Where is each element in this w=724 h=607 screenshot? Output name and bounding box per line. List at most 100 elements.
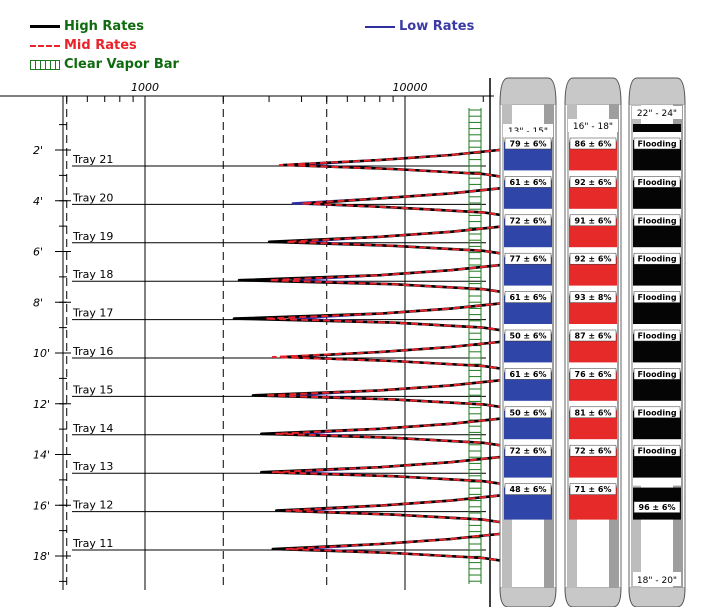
scan-value-box-2 bbox=[633, 214, 681, 227]
scan-gap-1 bbox=[504, 170, 552, 179]
tray-label-9: Tray 12 bbox=[72, 499, 113, 512]
scan-value-box-3 bbox=[569, 252, 617, 265]
y-tick-label-1: 4' bbox=[33, 195, 43, 208]
scan-value-1: 61 ± 6% bbox=[510, 178, 547, 187]
scan-value-3: Flooding bbox=[637, 255, 676, 264]
scan-value-box-9 bbox=[569, 483, 617, 495]
scan-value-box-1 bbox=[504, 176, 552, 188]
scan-value-box-3 bbox=[504, 252, 552, 265]
scan-value-7: 81 ± 6% bbox=[575, 408, 612, 417]
scan-value-2: 72 ± 6% bbox=[510, 216, 547, 225]
legend-low-swatch bbox=[365, 25, 395, 28]
tray-label-1: Tray 20 bbox=[72, 191, 113, 204]
scan-value-5: 87 ± 6% bbox=[575, 332, 612, 341]
scan-gap-3 bbox=[569, 247, 617, 256]
legend-mid: Mid Rates bbox=[30, 38, 137, 54]
legend-mid-swatch bbox=[30, 44, 60, 47]
scan-column-1: 16" - 18" 86 ± 6% 92 ± 6% 91 ± 6% 92 ± 6% 93 … bbox=[564, 77, 622, 607]
scan-value-0: Flooding bbox=[637, 140, 676, 149]
scan-column-cap-top bbox=[628, 77, 686, 105]
tray-label-8: Tray 13 bbox=[72, 460, 113, 473]
scan-value-0: 86 ± 6% bbox=[575, 140, 612, 149]
scan-value-0: 79 ± 6% bbox=[510, 140, 547, 149]
tray-label-10: Tray 11 bbox=[72, 537, 113, 550]
scan-value-4: Flooding bbox=[637, 293, 676, 302]
legend-clear: Clear Vapor Bar bbox=[30, 57, 179, 73]
scan-value-box-7 bbox=[633, 406, 681, 419]
scan-value-6: Flooding bbox=[637, 370, 676, 379]
scan-value-8: Flooding bbox=[637, 447, 676, 456]
scan-value-box-4 bbox=[633, 291, 681, 303]
scan-gap-8 bbox=[633, 439, 681, 448]
scan-gap-7 bbox=[504, 400, 552, 409]
scan-value-2: 91 ± 6% bbox=[575, 216, 612, 225]
scan-value-box-7 bbox=[569, 406, 617, 419]
scan-value-box-7 bbox=[504, 406, 552, 419]
x-tick-label-1000: 1000 bbox=[131, 81, 159, 94]
scan-bottom-label: 18" - 20" bbox=[637, 576, 677, 586]
scan-top-label: 22" - 24" bbox=[637, 109, 677, 119]
tray-label-4: Tray 17 bbox=[72, 307, 113, 320]
scan-top-label: 16" - 18" bbox=[573, 122, 613, 132]
scan-value-5: 50 ± 6% bbox=[510, 332, 547, 341]
legend-clear-swatch bbox=[30, 59, 60, 70]
legend-mid-label: Mid Rates bbox=[64, 38, 137, 53]
x-tick-label-10000: 10000 bbox=[393, 81, 428, 94]
scan-gap-7 bbox=[569, 400, 617, 409]
tray-label-3: Tray 18 bbox=[72, 268, 113, 281]
y-tick-label-8: 18' bbox=[33, 550, 50, 563]
scan-value-1: 92 ± 6% bbox=[575, 178, 612, 187]
scan-gap-5 bbox=[504, 324, 552, 332]
scan-gap-6 bbox=[633, 362, 681, 371]
scan-gap-9 bbox=[569, 477, 617, 486]
scan-value-box-3 bbox=[633, 252, 681, 265]
scan-column-cap-bottom bbox=[628, 587, 686, 607]
legend-high: High Rates bbox=[30, 19, 144, 35]
scan-gap-2 bbox=[504, 208, 552, 217]
scan-value-9: 71 ± 6% bbox=[575, 485, 612, 494]
scan-value-7: Flooding bbox=[637, 408, 676, 417]
scan-value-box-4 bbox=[504, 291, 552, 303]
legend-high-swatch bbox=[30, 25, 60, 28]
scan-top-label-bg bbox=[632, 106, 682, 119]
scan-column-cap-top bbox=[499, 77, 557, 105]
scan-value-3: 92 ± 6% bbox=[575, 255, 612, 264]
scan-value-box-0 bbox=[504, 137, 552, 150]
scan-value-8: 72 ± 6% bbox=[510, 447, 547, 456]
scan-gap-9 bbox=[633, 477, 681, 486]
scan-column-cap-bottom bbox=[564, 587, 622, 607]
tray-label-7: Tray 14 bbox=[72, 422, 113, 435]
scan-gap-0 bbox=[633, 132, 681, 140]
scan-value-box-8 bbox=[633, 444, 681, 457]
tray-label-5: Tray 16 bbox=[72, 345, 113, 358]
y-tick-label-6: 14' bbox=[33, 449, 50, 462]
tray-label-2: Tray 19 bbox=[72, 230, 113, 243]
tray-label-0: Tray 21 bbox=[72, 153, 113, 166]
scan-value-box-1 bbox=[569, 176, 617, 188]
scan-gap-8 bbox=[504, 439, 552, 448]
legend: High Rates Mid Rates Clear Vapor Bar Low… bbox=[0, 0, 724, 78]
scan-column-cap-top bbox=[564, 77, 622, 105]
scan-value-6: 61 ± 6% bbox=[510, 370, 547, 379]
scan-value-box-8 bbox=[504, 444, 552, 457]
legend-low: Low Rates bbox=[365, 19, 474, 35]
scan-value-7: 50 ± 6% bbox=[510, 408, 547, 417]
scan-gap-2 bbox=[569, 208, 617, 217]
scan-value-4: 61 ± 6% bbox=[510, 293, 547, 302]
scan-value-4: 93 ± 8% bbox=[575, 293, 612, 302]
scan-gap-5 bbox=[569, 324, 617, 332]
scan-value-box-8 bbox=[569, 444, 617, 457]
tray-label-6: Tray 15 bbox=[72, 383, 113, 396]
scan-value-box-5 bbox=[504, 329, 552, 342]
y-tick-label-4: 10' bbox=[33, 347, 50, 360]
scan-gap-6 bbox=[504, 362, 552, 371]
scan-value-box-6 bbox=[504, 368, 552, 380]
scan-value-box-6 bbox=[569, 368, 617, 380]
scan-value-box-4 bbox=[569, 291, 617, 303]
scan-value-box-5 bbox=[633, 329, 681, 342]
scan-value-box-0 bbox=[633, 137, 681, 150]
scan-gap-4 bbox=[569, 285, 617, 294]
scan-value-box-1 bbox=[633, 176, 681, 188]
y-tick-label-5: 12' bbox=[33, 398, 50, 411]
